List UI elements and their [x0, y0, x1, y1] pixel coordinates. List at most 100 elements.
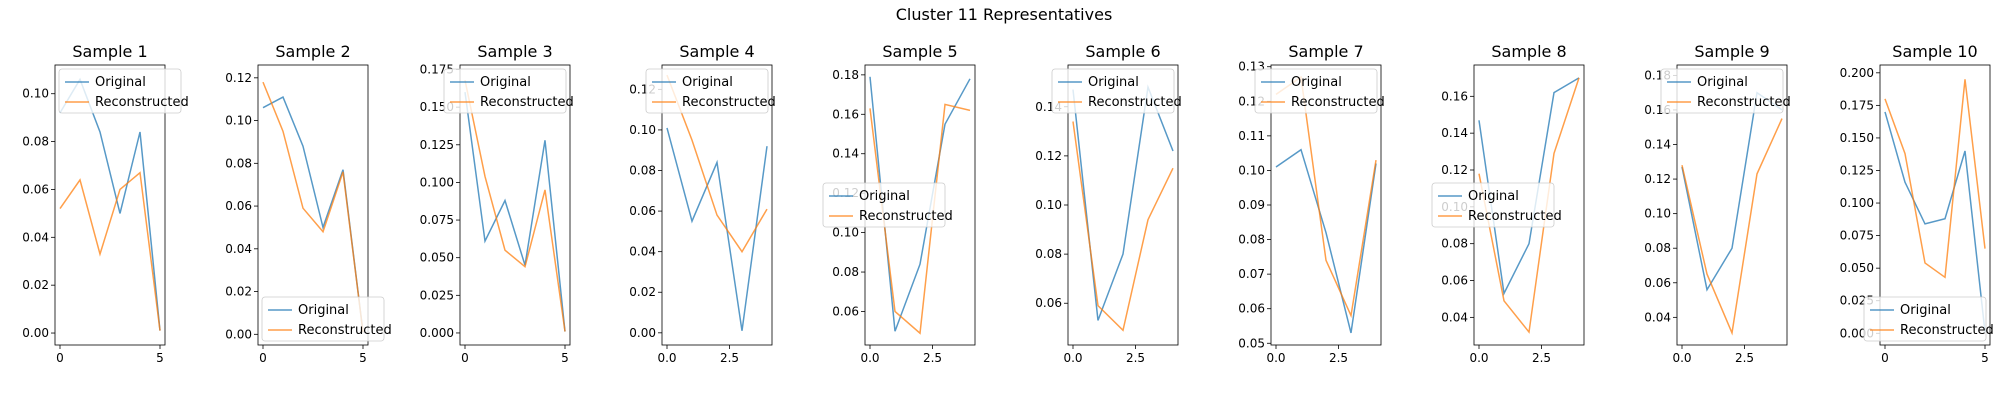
subplot-title: Sample 5 [882, 42, 957, 61]
legend-box [1254, 68, 1378, 114]
legend: Original Reconstructed [1254, 68, 1385, 114]
y-tick-label: 0.08 [1238, 233, 1265, 247]
y-tick-label: 0.200 [1840, 66, 1874, 80]
original-line [59, 77, 161, 331]
legend-reconstructed-label: Reconstructed [1468, 209, 1562, 224]
y-tick-label: 0.05 [1238, 336, 1265, 350]
legend-reconstructed-label: Reconstructed [298, 323, 392, 338]
x-tick-label: 0.0 [860, 351, 879, 365]
y-tick-label: 0.06 [832, 304, 859, 318]
y-tick-label: 0.14 [1441, 126, 1468, 140]
reconstructed-line [59, 171, 161, 331]
legend: Original Reconstructed [58, 68, 189, 114]
y-tick-label: 0.08 [1644, 241, 1671, 255]
x-tick-label: 2.5 [1532, 351, 1551, 365]
y-tick-label: 0.150 [1840, 131, 1874, 145]
y-tick-label: 0.10 [1035, 198, 1062, 212]
legend-box [443, 68, 567, 114]
y-tick-label: 0.04 [629, 245, 656, 259]
reconstructed-line [1478, 77, 1580, 334]
subplot-7: Sample 70.050.060.070.080.090.100.110.12… [1238, 42, 1384, 365]
y-tick-label: 0.02 [225, 285, 252, 299]
x-tick-label: 2.5 [923, 351, 942, 365]
subplot-title: Sample 3 [477, 42, 552, 61]
legend-original-label: Original [682, 75, 733, 90]
subplot-9: Sample 90.040.060.080.100.120.140.160.18… [1644, 42, 1790, 365]
y-tick-label: 0.06 [1644, 276, 1671, 290]
y-tick-label: 0.06 [629, 204, 656, 218]
y-tick-label: 0.10 [1238, 163, 1265, 177]
y-tick-label: 0.08 [1441, 237, 1468, 251]
y-tick-label: 0.14 [1644, 138, 1671, 152]
y-tick-label: 0.175 [1840, 98, 1874, 112]
y-tick-label: 0.050 [420, 251, 454, 265]
x-tick-label: 2.5 [1329, 351, 1348, 365]
subplot-title: Sample 4 [679, 42, 754, 61]
subplot-10: Sample 100.0000.0250.0500.0750.1000.1250… [1840, 42, 1994, 365]
y-tick-label: 0.10 [832, 226, 859, 240]
panels: Sample 10.000.020.040.060.080.100 5Origin… [22, 42, 1993, 365]
legend: Original Reconstructed [645, 68, 776, 114]
legend: Original Reconstructed [1431, 182, 1562, 228]
y-tick-label: 0.12 [1035, 149, 1062, 163]
y-tick-label: 0.025 [420, 288, 454, 302]
x-tick-label: 5 [561, 351, 569, 365]
y-tick-label: 0.08 [1035, 247, 1062, 261]
y-tick-label: 0.12 [225, 71, 252, 85]
reconstructed-line [869, 103, 971, 335]
y-tick-label: 0.125 [420, 138, 454, 152]
legend: Original Reconstructed [1660, 68, 1791, 114]
legend-reconstructed-label: Reconstructed [1900, 323, 1994, 338]
subplot-title: Sample 2 [275, 42, 350, 61]
y-tick-label: 0.06 [1035, 296, 1062, 310]
x-tick-label: 2.5 [1735, 351, 1754, 365]
original-line [1275, 148, 1377, 334]
axes-frame [54, 64, 166, 346]
legend-original-label: Original [480, 75, 531, 90]
x-tick-label: 0.0 [1672, 351, 1691, 365]
y-tick-label: 0.09 [1238, 198, 1265, 212]
x-tick-label: 5 [156, 351, 164, 365]
y-tick-label: 0.000 [420, 326, 454, 340]
subplot-4: Sample 40.000.020.040.060.080.100.120.0 2… [629, 42, 775, 365]
y-tick-label: 0.06 [1441, 274, 1468, 288]
legend-original-label: Original [298, 303, 349, 318]
subplot-title: Sample 8 [1491, 42, 1566, 61]
reconstructed-line [1884, 79, 1986, 279]
legend-reconstructed-label: Reconstructed [1697, 95, 1791, 110]
y-tick-label: 0.050 [1840, 261, 1874, 275]
reconstructed-line [1072, 121, 1174, 332]
x-tick-label: 0.0 [1266, 351, 1285, 365]
x-tick-label: 0 [461, 351, 469, 365]
legend-box [645, 68, 769, 114]
legend-original-label: Original [95, 75, 146, 90]
y-tick-label: 0.04 [1644, 310, 1671, 324]
y-tick-label: 0.00 [225, 327, 252, 341]
axes-frame [661, 64, 773, 346]
y-tick-label: 0.10 [225, 114, 252, 128]
legend-reconstructed-label: Reconstructed [859, 209, 953, 224]
legend-box [1863, 296, 1987, 342]
y-tick-label: 0.075 [420, 213, 454, 227]
x-tick-label: 0 [259, 351, 267, 365]
y-tick-label: 0.06 [225, 199, 252, 213]
y-tick-label: 0.02 [629, 285, 656, 299]
y-tick-label: 0.100 [1840, 196, 1874, 210]
y-tick-label: 0.02 [22, 278, 49, 292]
legend-original-label: Original [1291, 75, 1342, 90]
y-tick-label: 0.12 [1644, 172, 1671, 186]
y-tick-label: 0.18 [832, 68, 859, 82]
subplot-title: Sample 9 [1694, 42, 1769, 61]
axes-frame [459, 64, 571, 346]
legend: Original Reconstructed [822, 182, 953, 228]
x-tick-label: 0 [56, 351, 64, 365]
reconstructed-line [1681, 118, 1783, 336]
x-tick-label: 0.0 [1063, 351, 1082, 365]
legend-box [1660, 68, 1784, 114]
axes-frame [1676, 64, 1788, 346]
subplot-2: Sample 2 0.00 0.02 0.04 0.06 0.08 0.10 0.12 0 5 Or… [225, 42, 391, 365]
figure-title: Cluster 11 Representatives [896, 5, 1113, 24]
original-line [1884, 111, 1986, 333]
x-tick-label: 5 [359, 351, 367, 365]
